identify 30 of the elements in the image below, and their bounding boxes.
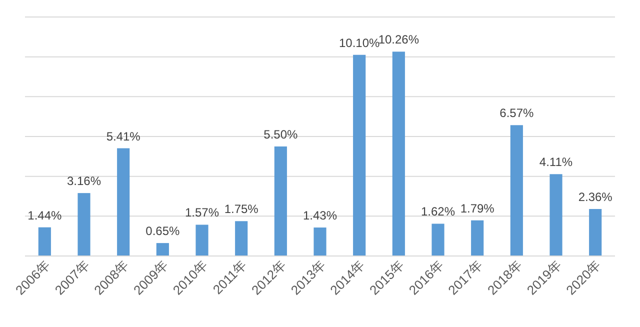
data-label: 6.57% — [500, 106, 534, 120]
bar — [117, 148, 130, 256]
data-label: 3.16% — [66, 174, 102, 188]
bar — [196, 224, 208, 256]
data-label: 0.65% — [146, 224, 180, 238]
bar — [314, 228, 326, 256]
bar — [235, 221, 248, 256]
data-label: 2.36% — [578, 190, 613, 204]
data-label: 10.26% — [378, 32, 420, 47]
data-label: 5.50% — [264, 127, 298, 142]
data-label: 1.79% — [460, 201, 495, 216]
bar — [392, 52, 405, 256]
bar — [78, 193, 90, 256]
bar — [550, 174, 562, 256]
bar — [38, 227, 51, 256]
data-label: 1.62% — [420, 204, 456, 219]
bar — [274, 146, 287, 256]
data-label: 1.75% — [224, 202, 259, 216]
bar — [589, 208, 602, 256]
data-label: 5.41% — [106, 129, 141, 144]
bar — [432, 224, 444, 256]
bar — [156, 243, 169, 256]
data-label: 4.11% — [539, 155, 573, 170]
bar — [353, 54, 366, 256]
bar — [510, 125, 523, 256]
bar — [471, 220, 484, 256]
data-label: 1.43% — [302, 208, 338, 223]
data-label: 1.57% — [184, 206, 220, 220]
data-label: 1.44% — [28, 208, 62, 222]
data-label: 10.10% — [338, 36, 380, 50]
